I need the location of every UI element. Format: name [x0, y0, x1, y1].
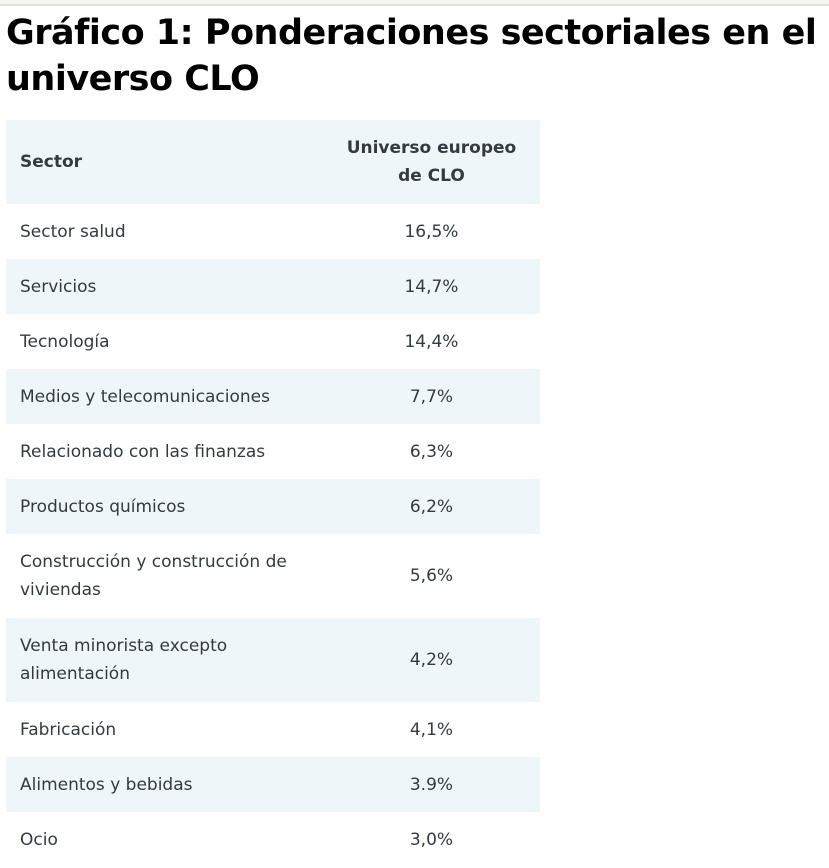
- weight-cell: 14,7%: [322, 259, 540, 314]
- weight-cell: 6,3%: [409, 441, 454, 462]
- table-row: Sector salud 16,5%: [6, 204, 540, 259]
- table-row: Alimentos y bebidas 3.9%: [6, 757, 540, 812]
- weight-cell: 6,2%: [322, 479, 540, 534]
- table-row: Venta minorista excepto alimentación 4,2%: [6, 618, 540, 702]
- weight-cell: 14,4%: [404, 331, 459, 352]
- sector-cell: Sector salud: [20, 221, 126, 242]
- sector-cell: Construcción y construcción de viviendas: [20, 552, 287, 600]
- sector-cell: Productos químicos: [6, 479, 323, 534]
- table-row: Medios y telecomunicaciones 7,7%: [6, 369, 540, 424]
- column-header-sector: Sector: [6, 120, 323, 204]
- weight-cell: 7,7%: [322, 369, 540, 424]
- sector-cell: Tecnología: [20, 331, 110, 352]
- weight-cell: 4,2%: [322, 618, 540, 702]
- table-row: Construcción y construcción de viviendas…: [6, 534, 540, 618]
- sector-cell: Alimentos y bebidas: [6, 757, 323, 812]
- weight-cell: 4,1%: [409, 719, 454, 740]
- table-row: Servicios 14,7%: [6, 259, 540, 314]
- sector-weights-table: Sector Universo europeo de CLO Sector sa…: [6, 120, 540, 867]
- weight-cell: 16,5%: [404, 221, 459, 242]
- sector-cell: Relacionado con las finanzas: [20, 441, 266, 462]
- table-row: Relacionado con las finanzas 6,3%: [6, 424, 540, 479]
- sector-cell: Venta minorista excepto alimentación: [6, 618, 323, 702]
- weight-cell: 3,0%: [409, 829, 454, 850]
- column-header-universe: Universo europeo de CLO: [322, 120, 540, 204]
- top-border: [0, 0, 829, 6]
- page-title: Gráfico 1: Ponderaciones sectoriales en …: [6, 13, 817, 99]
- sector-cell: Servicios: [6, 259, 323, 314]
- sector-cell: Medios y telecomunicaciones: [6, 369, 323, 424]
- table-header-row: Sector Universo europeo de CLO: [6, 120, 540, 204]
- sector-cell: Fabricación: [20, 719, 117, 740]
- table-row: Tecnología 14,4%: [6, 314, 540, 369]
- weight-cell: 5,6%: [409, 566, 454, 586]
- table-row: Ocio 3,0%: [6, 812, 540, 867]
- weight-cell: 3.9%: [322, 757, 540, 812]
- table-row: Productos químicos 6,2%: [6, 479, 540, 534]
- sector-cell: Ocio: [20, 829, 58, 850]
- table-row: Fabricación 4,1%: [6, 702, 540, 757]
